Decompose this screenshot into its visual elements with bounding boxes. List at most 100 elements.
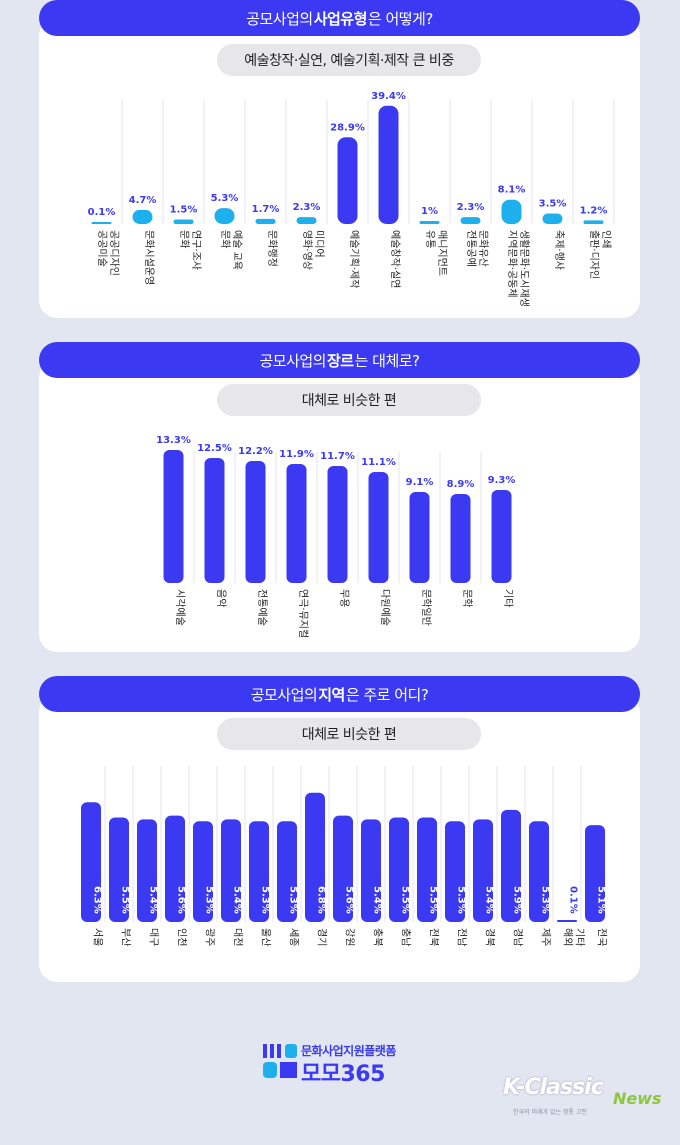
data-label: 8.9% [447,479,475,490]
bar [501,809,521,922]
bar [255,218,276,224]
category-label: 문학일반 [420,589,432,626]
panel-genre: 공모사업의 장르 는 대체로? 대체로 비슷한 편 13.3% 시각예술 12.5% 음… [39,342,640,652]
data-label: 4.7% [129,195,157,206]
bar [450,494,471,583]
panel-title: 공모사업의 사업유형 은 어떻게? [39,0,640,36]
category-label: 해외 [562,928,575,946]
category-label: 유통 [424,230,436,248]
category-label: 기타 [574,928,586,946]
data-label: 5.3% [260,886,271,914]
category-label: 공공디자인 [108,230,120,276]
bar [193,821,213,922]
data-label: 5.5% [400,886,411,914]
momo365-logo: 문화사업지원플랫폼 모모365 [263,1042,433,1087]
bar [333,815,353,922]
category-label: 경남 [512,928,525,946]
panel-title-pre: 공모사업의 [246,9,313,28]
bar [249,821,269,922]
data-label: 5.3% [204,886,215,914]
category-label: 영화·영상 [301,230,313,270]
watermark-brand-b: News [613,1089,662,1108]
panel-subtitle: 예술창작·실연, 예술기획·제작 큰 비중 [217,44,481,76]
watermark-note: 한국의 미래가 있는 정통 고전 [513,1109,587,1116]
bar [245,461,266,583]
category-label: 인쇄 [600,230,612,248]
bar [132,209,153,224]
category-label: 대전 [232,928,244,946]
category-label: 다원예술 [379,589,391,626]
category-label: 지역문화·공동체 [506,230,518,298]
data-label: 2.3% [457,202,485,213]
bar [583,220,604,224]
panel-subtitle: 대체로 비슷한 편 [217,384,481,416]
data-label: 12.5% [197,443,232,454]
bar [445,821,465,922]
category-label: 제주 [540,928,552,946]
category-label: 대구 [148,928,160,946]
logo-tagline: 문화사업지원플랫폼 [301,1044,396,1058]
category-label: 생활문화·도시재생 [518,230,531,307]
category-label: 전통공예 [465,230,477,267]
data-label: 1% [421,206,438,217]
bar [286,464,307,583]
genre-bar-chart: 13.3% 시각예술 12.5% 음악 12.2% 전통예술 11.9% 연극·뮤지컬 11.7… [156,435,515,638]
bar [305,792,325,922]
k-classic-news-watermark: K-Classic News 한국의 미래가 있는 정통 고전 [503,1075,663,1125]
data-label: 5.4% [484,886,495,914]
category-label: 음악 [215,589,227,607]
data-label: 13.3% [156,435,191,446]
data-label: 5.4% [148,886,159,914]
panel-title-bold: 장르 [326,351,354,370]
data-label: 28.9% [330,122,365,133]
panel-title-pre: 공모사업의 [259,351,326,370]
data-label: 8.1% [498,185,526,196]
momo365-logo-mark [263,1044,297,1078]
bar [137,819,157,922]
bar [473,819,493,922]
category-label: 문화행정 [266,230,278,267]
bar [214,208,235,224]
category-label: 공공미술 [96,230,108,267]
category-label: 문화 [219,230,231,248]
data-label: 6.8% [316,886,327,914]
data-label: 5.3% [456,886,467,914]
bar [378,105,399,224]
data-label: 5.5% [428,886,439,914]
data-label: 1.7% [252,204,280,215]
category-label: 광주 [204,928,216,946]
data-label: 5.4% [232,886,243,914]
category-label: 세종 [288,928,300,946]
bar [491,490,512,583]
bar [81,802,101,922]
panel-title: 공모사업의 장르 는 대체로? [39,342,640,378]
data-label: 9.1% [406,477,434,488]
logo-name: 모모365 [301,1062,385,1087]
bar [368,472,389,583]
category-label: 강원 [344,928,356,946]
data-label: 3.5% [539,199,567,210]
panel-title-post: 은 어떻게? [367,9,433,28]
panel-subtitle: 대체로 비슷한 편 [217,718,481,750]
data-label: 5.4% [372,886,383,914]
category-label: 전통예술 [256,589,268,626]
bar [277,821,297,922]
data-label: 1.5% [170,205,198,216]
data-label: 5.9% [512,886,523,914]
category-label: 울산 [260,928,272,946]
category-label: 축제·행사 [553,230,565,270]
category-label: 문학 [461,589,473,607]
panel-title-post: 은 주로 어디? [345,685,429,704]
data-label: 6.3% [92,886,103,914]
category-label: 미디어 [313,230,325,258]
panel-title-pre: 공모사업의 [250,685,318,704]
bar [221,819,241,922]
data-label: 5.5% [120,886,131,914]
panel-business-type: 공모사업의 사업유형 은 어떻게? 예술창작·실연, 예술기획·제작 큰 비중 0… [39,0,640,318]
category-label: 출판·디자인 [588,230,600,279]
category-label: 전북 [428,928,440,946]
category-label: 부산 [120,928,132,946]
category-label: 매니지먼트 [436,230,448,276]
category-label: 인천 [176,928,188,946]
